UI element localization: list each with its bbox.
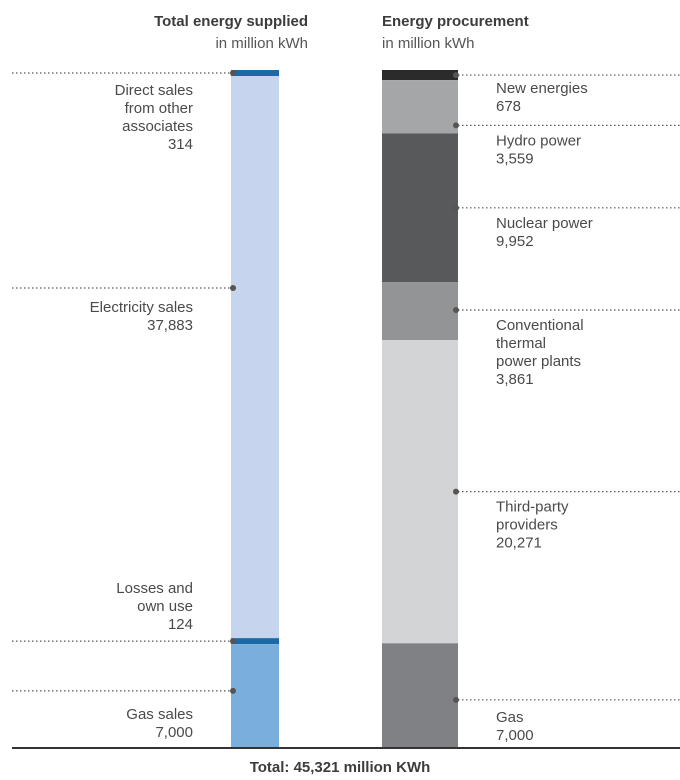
procurement-hydro-power-value-label: 3,559 — [496, 150, 534, 167]
procurement-gas-label: Gas 7,000 — [496, 709, 534, 744]
supplied-direct-sales-from-other-associates-label-line: Direct sales — [115, 82, 193, 99]
procurement-new-energies-leader-dot — [453, 72, 459, 79]
procurement-new-energies-value-label: 678 — [496, 98, 521, 115]
procurement-hydro-power-label: Hydro power 3,559 — [496, 132, 581, 167]
total-label: Total: 45,321 million KWh — [250, 759, 431, 776]
supplied-losses-and-own-use-label-line: Losses and — [116, 580, 193, 597]
procurement-third-party-providers-value-label: 20,271 — [496, 535, 542, 552]
supplied-gas-sales-leader-dot — [230, 687, 236, 694]
procurement-hydro-power-label-line: Hydro power — [496, 132, 581, 149]
procurement-nuclear-power-leader-dot — [453, 204, 459, 211]
supplied-electricity-sales-value-label: 37,883 — [147, 317, 193, 334]
supplied-electricity-sales-label: Electricity sales 37,883 — [90, 299, 193, 334]
procurement-conventional-thermal-power-plants-label-line: Conventional — [496, 317, 584, 334]
procurement-nuclear-power-label-line: Nuclear power — [496, 215, 593, 232]
procurement-gas-label-line: Gas — [496, 709, 524, 726]
procurement-gas-leader-dot — [453, 696, 459, 703]
supplied-gas-sales-label: Gas sales 7,000 — [126, 706, 193, 741]
supplied-direct-sales-from-other-associates-segment — [231, 70, 279, 76]
supplied-direct-sales-from-other-associates-label-line: associates — [122, 118, 193, 135]
procurement-conventional-thermal-power-plants-label-line: power plants — [496, 353, 581, 370]
procurement-third-party-providers-label-line: providers — [496, 517, 558, 534]
supplied-gas-sales-label-line: Gas sales — [126, 706, 193, 723]
procurement-nuclear-power-value-label: 9,952 — [496, 233, 534, 250]
supplied-losses-and-own-use-label-line: own use — [137, 598, 193, 615]
supplied-direct-sales-from-other-associates-label-line: from other — [125, 100, 193, 117]
procurement-hydro-power-leader-dot — [453, 122, 459, 129]
right-subtitle: in million kWh — [382, 35, 475, 52]
supplied-direct-sales-from-other-associates-leader-dot — [230, 70, 236, 76]
procurement-conventional-thermal-power-plants-leader-dot — [453, 306, 459, 313]
labels-layer: Direct sales from other associates 314 Elect… — [12, 70, 680, 744]
supplied-electricity-sales-leader-dot — [230, 285, 236, 291]
supplied-direct-sales-from-other-associates-value-label: 314 — [168, 136, 193, 153]
procurement-nuclear-power-label: Nuclear power 9,952 — [496, 215, 593, 250]
supplied-losses-and-own-use-label: Losses and own use 124 — [116, 580, 193, 633]
procurement-conventional-thermal-power-plants-label-line: thermal — [496, 335, 546, 352]
bars-layer — [231, 70, 458, 748]
procurement-hydro-power-segment — [382, 80, 458, 134]
procurement-new-energies-label-line: New energies — [496, 80, 588, 97]
supplied-direct-sales-from-other-associates-label: Direct sales from other associates 314 — [115, 82, 193, 153]
procurement-new-energies-label: New energies 678 — [496, 80, 588, 115]
supplied-electricity-sales-segment — [231, 76, 279, 639]
procurement-gas-segment — [382, 643, 458, 748]
supplied-losses-and-own-use-segment — [231, 638, 279, 645]
procurement-third-party-providers-segment — [382, 340, 458, 644]
procurement-conventional-thermal-power-plants-value-label: 3,861 — [496, 371, 534, 388]
procurement-third-party-providers-label: Third-party providers 20,271 — [496, 499, 569, 552]
left-title: Total energy supplied — [154, 13, 308, 30]
procurement-gas-value-label: 7,000 — [496, 727, 534, 744]
procurement-third-party-providers-label-line: Third-party — [496, 499, 569, 516]
right-title: Energy procurement — [382, 13, 529, 30]
left-subtitle: in million kWh — [215, 35, 308, 52]
procurement-third-party-providers-leader-dot — [453, 488, 459, 495]
supplied-losses-and-own-use-value-label: 124 — [168, 616, 193, 633]
procurement-conventional-thermal-power-plants-label: Conventional thermal power plants 3,861 — [496, 317, 584, 388]
procurement-new-energies-segment — [382, 70, 458, 81]
supplied-gas-sales-segment — [231, 644, 279, 748]
supplied-electricity-sales-label-line: Electricity sales — [90, 299, 193, 316]
supplied-gas-sales-value-label: 7,000 — [155, 724, 193, 741]
procurement-nuclear-power-segment — [382, 133, 458, 283]
supplied-losses-and-own-use-leader-dot — [230, 638, 236, 645]
procurement-conventional-thermal-power-plants-segment — [382, 282, 458, 341]
